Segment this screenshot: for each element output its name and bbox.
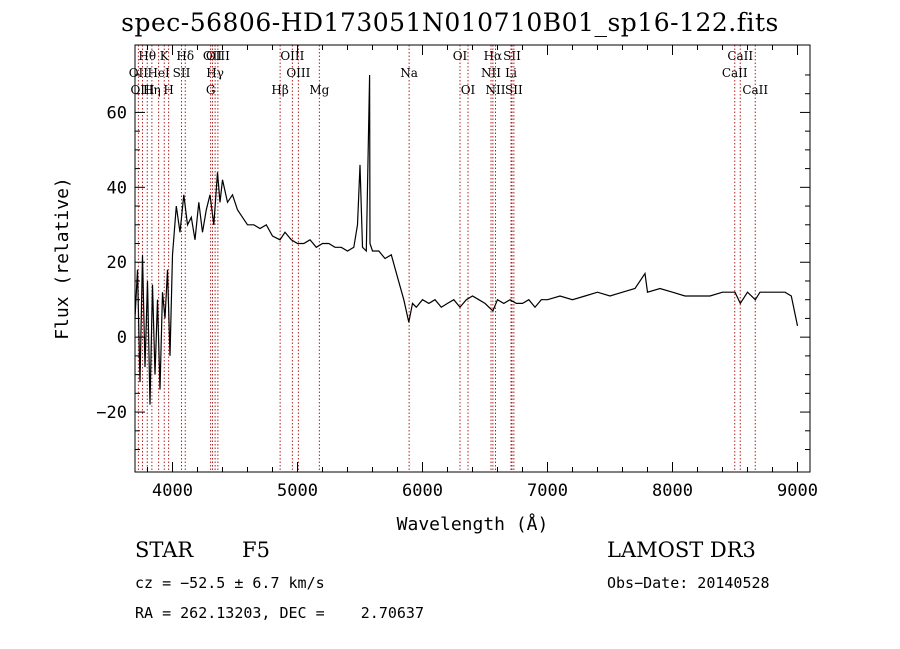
spectral-line-label: Hθ bbox=[138, 49, 156, 63]
x-tick-label: 7000 bbox=[527, 481, 568, 501]
spectral-line-label: OIII bbox=[286, 66, 310, 80]
spectral-line-label: CaII bbox=[727, 49, 753, 63]
spectral-line-label: NII bbox=[481, 66, 501, 80]
spectral-line-label: K bbox=[160, 49, 170, 63]
spectral-line-label: Hδ bbox=[176, 49, 194, 63]
y-tick-label: 60 bbox=[107, 103, 127, 123]
y-tick-label: 0 bbox=[117, 328, 127, 348]
spectral-line-label: Mg bbox=[309, 83, 329, 97]
spectral-line-label: OIII bbox=[206, 49, 230, 63]
redshift-cz: cz = −52.5 ± 6.7 km/s bbox=[135, 574, 325, 592]
spectral-line-label: Hα bbox=[484, 49, 503, 63]
spectral-line-label: OI bbox=[461, 83, 476, 97]
spectral-line-label: Hγ bbox=[206, 66, 224, 80]
spectral-line-label: HeI bbox=[147, 66, 170, 80]
plot-frame bbox=[134, 44, 811, 473]
spectral-line-label: Hη bbox=[143, 83, 161, 97]
x-axis-label: Wavelength (Å) bbox=[397, 513, 549, 535]
x-tick-label: 9000 bbox=[777, 481, 818, 501]
y-tick-label: 40 bbox=[107, 178, 127, 198]
x-tick-label: 8000 bbox=[652, 481, 693, 501]
spectral-line-label: SII bbox=[173, 66, 191, 80]
y-tick-label: −20 bbox=[96, 403, 127, 423]
x-tick-label: 5000 bbox=[277, 481, 318, 501]
spectral-line-label: SII bbox=[503, 49, 521, 63]
y-axis-label: Flux (relative) bbox=[52, 177, 73, 340]
spectral-line-label: Li bbox=[505, 66, 517, 80]
spectral-line-label: NII bbox=[486, 83, 506, 97]
spectral-line-label: H bbox=[163, 83, 173, 97]
x-tick-label: 6000 bbox=[402, 481, 443, 501]
spectral-line-label: CaII bbox=[742, 83, 768, 97]
object-class: STAR bbox=[135, 538, 194, 562]
x-tick-label: 4000 bbox=[152, 481, 193, 501]
spectral-line-label: OIII bbox=[280, 49, 304, 63]
spectral-line-label: Na bbox=[400, 66, 418, 80]
spectral-line-label: G bbox=[206, 83, 216, 97]
spectral-line-label: Hβ bbox=[271, 83, 288, 97]
y-tick-label: 20 bbox=[107, 253, 127, 273]
spectrum-series bbox=[134, 74, 799, 405]
survey-label: LAMOST DR3 bbox=[607, 538, 756, 562]
object-subclass: F5 bbox=[242, 538, 270, 562]
obs-date: Obs−Date: 20140528 bbox=[607, 574, 770, 592]
coordinates: RA = 262.13203, DEC = 2.70637 bbox=[135, 604, 424, 622]
spectral-line-label: OI bbox=[453, 49, 468, 63]
spectral-line-label: SII bbox=[505, 83, 523, 97]
spectral-line-label: OII bbox=[129, 66, 149, 80]
spectral-line-label: CaII bbox=[722, 66, 748, 80]
chart-title: spec-56806-HD173051N010710B01_sp16-122.f… bbox=[121, 8, 779, 37]
